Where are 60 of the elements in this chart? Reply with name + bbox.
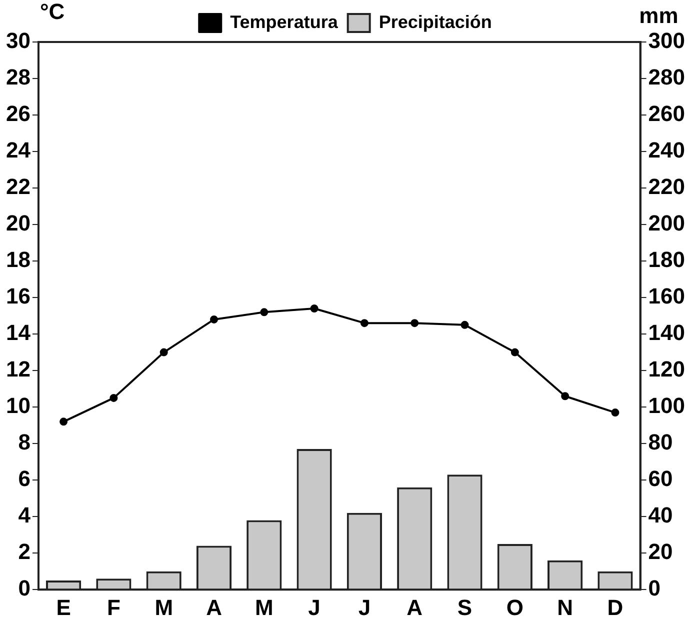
y-tick-label: 12 xyxy=(6,356,30,382)
y-axis-title: °C xyxy=(40,0,65,24)
y2-tick-label: 40 xyxy=(648,502,673,528)
x-tick-label: A xyxy=(406,594,423,620)
y2-axis-title: mm xyxy=(639,3,678,28)
y2-tick-label: 120 xyxy=(648,356,686,382)
y-tick-label: 0 xyxy=(18,576,30,601)
point xyxy=(160,348,168,356)
x-tick-label: J xyxy=(308,594,320,620)
point xyxy=(60,418,68,426)
y-tick-label: 10 xyxy=(6,393,30,418)
y-tick-label: 24 xyxy=(6,138,32,163)
point xyxy=(260,308,268,316)
y-tick-label: 20 xyxy=(6,210,30,236)
y2-tick-label: 0 xyxy=(648,576,661,601)
x-tick-label: E xyxy=(56,594,71,620)
x-tick-label: M xyxy=(154,594,174,620)
y-tick-label: 18 xyxy=(6,247,30,272)
y2-tick-label: 100 xyxy=(648,393,686,418)
point xyxy=(210,315,218,324)
y-tick-label: 30 xyxy=(6,28,30,54)
x-tick-label: D xyxy=(607,594,624,620)
y2-tick-label: 220 xyxy=(648,174,686,200)
x-tick-label: J xyxy=(358,594,371,620)
y2-tick-label: 20 xyxy=(648,539,673,564)
point xyxy=(360,319,368,328)
x-tick-label: S xyxy=(457,594,472,620)
y-tick-label: 8 xyxy=(18,430,30,455)
y2-tick-label: 80 xyxy=(648,430,673,455)
point xyxy=(110,394,118,402)
y-tick-label: 6 xyxy=(18,466,30,492)
x-tick-label: N xyxy=(557,594,574,620)
y2-tick-label: 200 xyxy=(648,210,686,236)
y2-tick-label: 240 xyxy=(648,138,686,163)
point xyxy=(460,320,469,329)
y2-tick-label: 260 xyxy=(648,101,686,126)
point xyxy=(611,408,620,417)
y2-tick-label: 140 xyxy=(648,320,686,346)
legend-label: Precipitación xyxy=(378,12,492,32)
y-tick-label: 14 xyxy=(6,320,32,346)
y-tick-label: 28 xyxy=(6,64,30,90)
y2-tick-label: 300 xyxy=(648,28,686,54)
y2-tick-label: 160 xyxy=(648,284,686,309)
y2-tick-label: 180 xyxy=(648,247,686,272)
x-tick-label: F xyxy=(106,594,120,620)
y2-tick-label: 280 xyxy=(648,64,686,90)
point xyxy=(310,304,318,312)
y-tick-label: 26 xyxy=(6,101,30,126)
point xyxy=(410,319,419,328)
y-tick-label: 2 xyxy=(18,539,30,564)
legend-label: Temperatura xyxy=(230,12,339,32)
y-tick-label: 4 xyxy=(18,502,32,528)
y-tick-label: 22 xyxy=(6,174,30,200)
point xyxy=(561,392,570,400)
y2-tick-label: 60 xyxy=(648,466,673,492)
point xyxy=(510,348,519,356)
x-tick-label: O xyxy=(506,594,524,620)
x-tick-label: A xyxy=(206,594,222,620)
y-tick-label: 16 xyxy=(6,284,30,309)
x-tick-label: M xyxy=(254,594,274,620)
